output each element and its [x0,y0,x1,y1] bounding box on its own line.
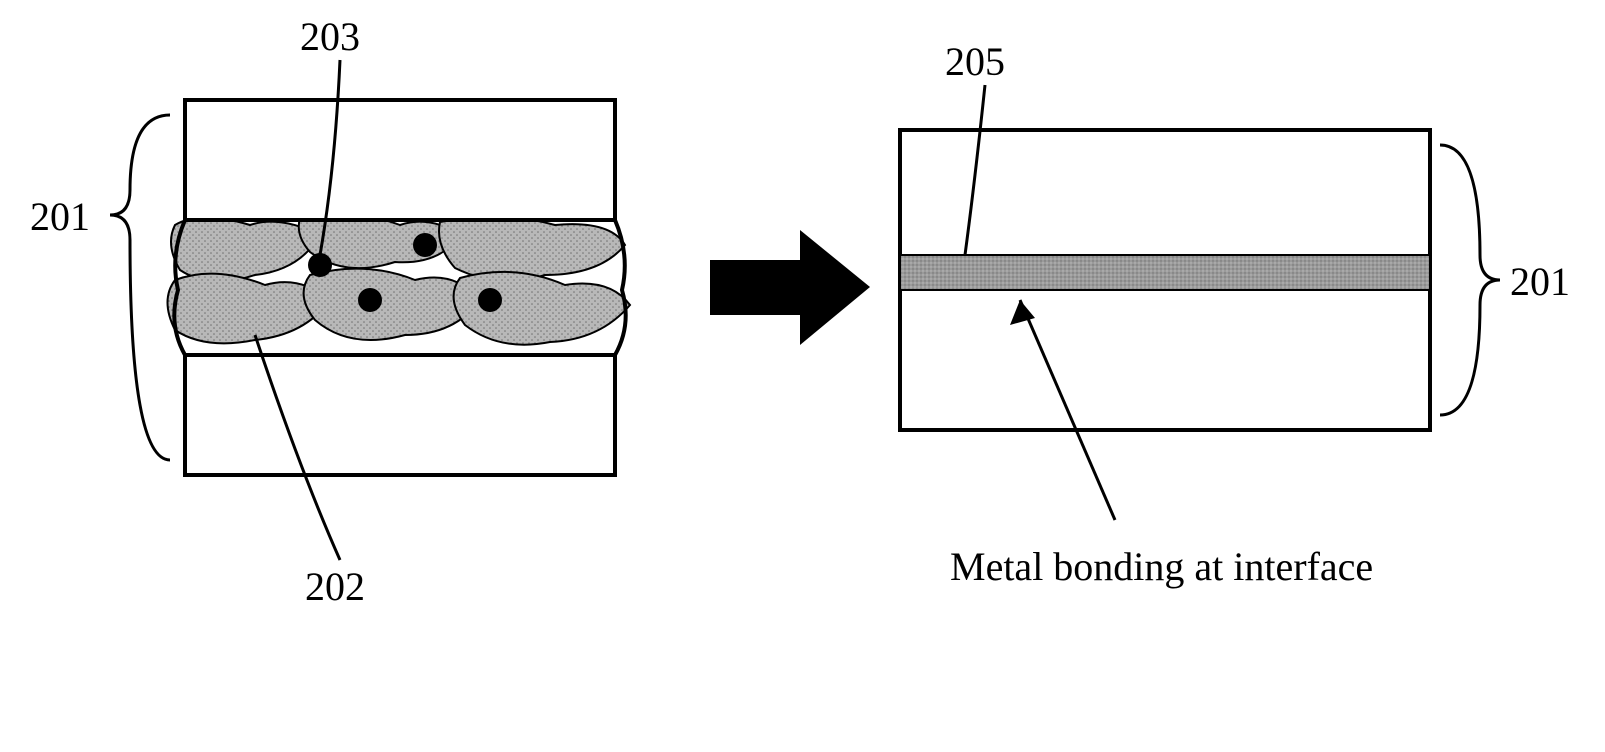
particle [478,288,502,312]
leader-201-left [110,115,170,460]
label-202: 202 [305,564,365,609]
particle [358,288,382,312]
caption-metal-bonding: Metal bonding at interface [950,544,1373,589]
label-201-right: 201 [1510,259,1570,304]
flake-region [168,214,631,344]
label-201-left: 201 [30,194,90,239]
bond-layer [900,255,1430,290]
top-slab-left [185,100,615,220]
right-figure: 205 201 Metal bonding at interface [900,39,1570,589]
particle [308,253,332,277]
diagram-canvas: 201 203 202 205 201 Metal bonding at int… [0,0,1605,752]
transform-arrow [710,230,870,345]
bottom-slab-left [185,355,615,475]
label-205: 205 [945,39,1005,84]
label-203: 203 [300,14,360,59]
particle [413,233,437,257]
left-figure: 201 203 202 [30,14,630,609]
leader-201-right [1440,145,1500,415]
